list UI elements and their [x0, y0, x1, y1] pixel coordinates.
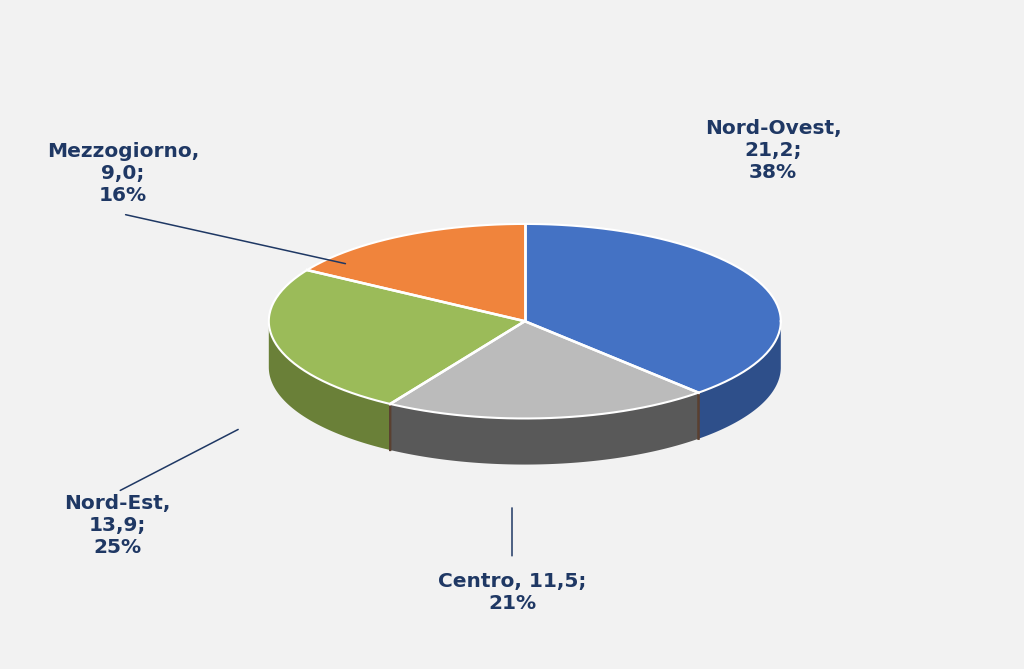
Polygon shape [390, 321, 698, 419]
Polygon shape [390, 321, 524, 450]
Polygon shape [307, 224, 524, 321]
Polygon shape [524, 321, 698, 439]
Polygon shape [698, 322, 780, 439]
Polygon shape [390, 393, 698, 464]
Polygon shape [524, 224, 780, 393]
Polygon shape [269, 321, 390, 450]
Text: Centro, 11,5;
21%: Centro, 11,5; 21% [438, 571, 586, 613]
Polygon shape [269, 270, 524, 404]
Polygon shape [390, 321, 524, 450]
Text: Nord-Ovest,
21,2;
38%: Nord-Ovest, 21,2; 38% [705, 119, 842, 182]
Text: Mezzogiorno,
9,0;
16%: Mezzogiorno, 9,0; 16% [47, 142, 199, 205]
Text: Nord-Est,
13,9;
25%: Nord-Est, 13,9; 25% [65, 494, 171, 557]
Polygon shape [524, 321, 698, 439]
